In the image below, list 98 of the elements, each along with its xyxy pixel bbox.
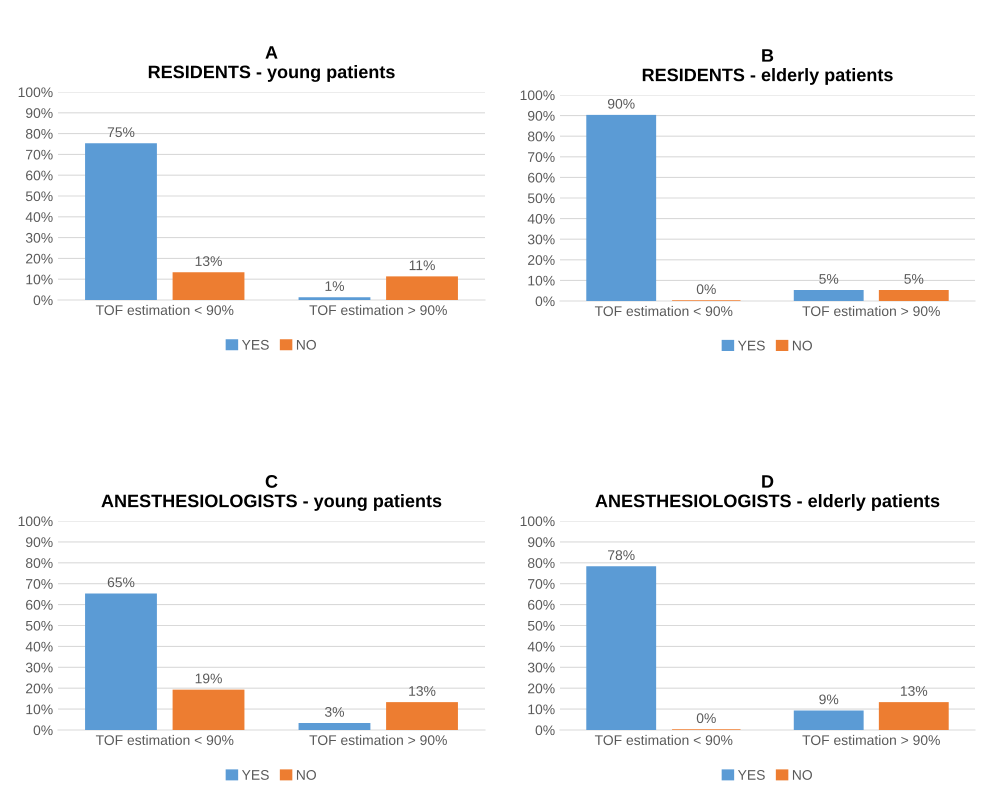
- bar: [586, 566, 656, 730]
- y-tick-label: 20%: [26, 684, 53, 694]
- bar: [298, 723, 370, 730]
- y-tick-label: 60%: [528, 172, 555, 183]
- data-label: 13%: [409, 686, 436, 696]
- data-label: 90%: [608, 98, 635, 109]
- y-tick-label: 10%: [26, 274, 53, 284]
- bar: [172, 690, 244, 730]
- y-tick-label: 10%: [528, 276, 555, 286]
- y-tick-label: 50%: [528, 193, 555, 204]
- y-tick-label: 0%: [34, 725, 53, 736]
- y-tick-label: 100%: [520, 516, 555, 526]
- y-tick-label: 40%: [528, 214, 555, 224]
- chart-title: B: [762, 49, 774, 62]
- data-label: 3%: [324, 706, 344, 717]
- data-label: 0%: [696, 713, 716, 724]
- y-tick-label: 100%: [520, 90, 555, 100]
- data-label: 0%: [696, 284, 716, 294]
- y-tick-label: 0%: [34, 295, 53, 306]
- y-tick-label: 100%: [18, 516, 53, 526]
- y-tick-label: 80%: [528, 132, 555, 142]
- y-tick-label: 50%: [528, 620, 555, 631]
- y-tick-label: 30%: [26, 662, 53, 672]
- legend-label: NO: [792, 340, 812, 350]
- y-tick-label: 40%: [26, 642, 53, 652]
- x-tick-label: TOF estimation < 90%: [594, 306, 732, 316]
- legend-label: YES: [738, 340, 765, 350]
- y-tick-label: 60%: [26, 170, 53, 180]
- x-tick-label: TOF estimation < 90%: [96, 734, 234, 746]
- chart-subtitle: ANESTHESIOLOGISTS - elderly patients: [595, 494, 940, 511]
- data-label: 5%: [819, 274, 838, 284]
- bar: [386, 276, 458, 300]
- bar: [878, 290, 949, 301]
- chart-subtitle: RESIDENTS - elderly patients: [642, 68, 893, 85]
- y-tick-label: 20%: [26, 254, 53, 264]
- data-label: 19%: [196, 674, 222, 684]
- y-tick-label: 80%: [528, 558, 555, 568]
- y-tick-label: 30%: [528, 234, 555, 244]
- y-tick-label: 70%: [528, 152, 555, 162]
- y-tick-label: 40%: [528, 642, 555, 652]
- chart-title: A: [265, 46, 278, 59]
- legend-label: YES: [242, 770, 269, 780]
- y-tick-label: 50%: [26, 620, 53, 631]
- legend-label: NO: [792, 770, 812, 780]
- data-label: 11%: [410, 260, 435, 270]
- bar: [586, 114, 656, 301]
- y-tick-label: 20%: [528, 684, 555, 694]
- x-tick-label: TOF estimation < 90%: [594, 734, 732, 746]
- bar: [85, 143, 157, 300]
- legend-label: YES: [242, 340, 269, 350]
- bar: [878, 702, 949, 730]
- data-label: 1%: [326, 281, 344, 291]
- legend-label: YES: [738, 770, 765, 780]
- data-label: 13%: [900, 686, 928, 696]
- chart-subtitle: RESIDENTS - young patients: [148, 65, 395, 82]
- chart-title: D: [762, 475, 774, 488]
- bar: [298, 297, 370, 300]
- y-tick-label: 10%: [26, 704, 53, 714]
- y-tick-label: 20%: [528, 255, 555, 265]
- bar: [794, 710, 864, 730]
- y-tick-label: 60%: [528, 600, 555, 610]
- y-tick-label: 90%: [26, 108, 53, 118]
- y-tick-label: 90%: [528, 537, 555, 548]
- chart-title: C: [266, 475, 278, 488]
- y-tick-label: 80%: [26, 128, 53, 139]
- y-tick-label: 100%: [18, 87, 53, 98]
- x-tick-label: TOF estimation < 90%: [96, 304, 234, 316]
- y-tick-label: 30%: [528, 662, 555, 672]
- y-tick-label: 90%: [528, 110, 555, 121]
- data-label: 78%: [608, 550, 635, 560]
- y-tick-label: 60%: [26, 600, 53, 610]
- chart-subtitle: ANESTHESIOLOGISTS - young patients: [101, 494, 442, 511]
- bar: [172, 272, 244, 300]
- x-tick-label: TOF estimation > 90%: [309, 304, 447, 316]
- x-tick-label: TOF estimation > 90%: [802, 306, 940, 316]
- bar: [794, 290, 864, 301]
- y-tick-label: 80%: [26, 558, 53, 568]
- legend-label: NO: [296, 770, 316, 780]
- y-tick-label: 70%: [26, 579, 53, 589]
- y-tick-label: 50%: [26, 191, 53, 202]
- bar: [386, 702, 458, 730]
- data-label: 13%: [196, 256, 222, 266]
- data-label: 65%: [108, 577, 134, 588]
- y-tick-label: 40%: [26, 212, 53, 222]
- y-tick-label: 70%: [528, 579, 555, 589]
- data-label: 5%: [904, 274, 924, 284]
- bar: [85, 593, 157, 730]
- legend-label: NO: [296, 340, 316, 350]
- data-label: 75%: [108, 127, 134, 138]
- y-tick-label: 0%: [536, 296, 555, 306]
- y-tick-label: 10%: [528, 704, 555, 714]
- y-tick-label: 90%: [26, 537, 53, 548]
- y-tick-label: 0%: [536, 725, 555, 736]
- x-tick-label: TOF estimation > 90%: [309, 734, 447, 746]
- data-label: 9%: [819, 694, 838, 704]
- y-tick-label: 30%: [26, 232, 53, 243]
- y-tick-label: 70%: [26, 150, 53, 160]
- x-tick-label: TOF estimation > 90%: [802, 734, 940, 746]
